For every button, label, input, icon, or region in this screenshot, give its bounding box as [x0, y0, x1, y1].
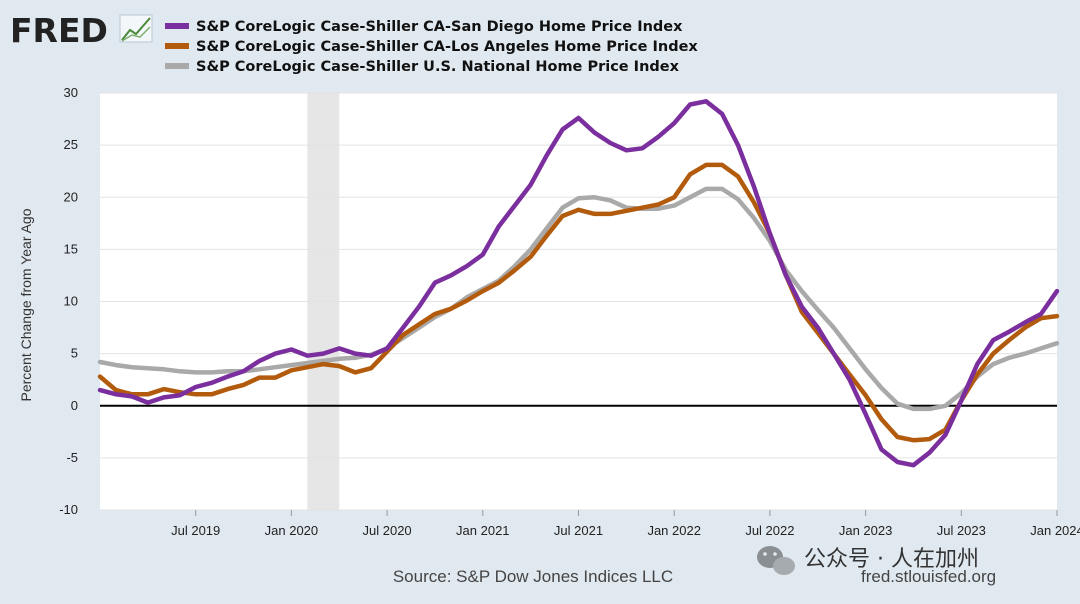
legend-entry: S&P CoreLogic Case-Shiller CA-San Diego …: [196, 19, 683, 35]
watermark-text: 公众号 · 人在加州: [804, 547, 979, 572]
series-line-2: [97, 162, 1060, 443]
x-tick-label: Jan 2020: [265, 523, 319, 538]
y-tick-label: 20: [64, 189, 78, 204]
y-tick-label: 30: [64, 85, 78, 100]
series-layer: [97, 99, 1060, 468]
y-tick-label: -5: [66, 450, 78, 465]
x-tick-label: Jul 2020: [363, 523, 412, 538]
wechat-icon: [757, 546, 795, 575]
y-tick-label: 25: [64, 137, 78, 152]
fred-logo[interactable]: FRED: [10, 11, 153, 50]
fred-chart-icon: [119, 14, 153, 43]
y-axis: 30 25 20 15 10 5 0 -5 -10: [59, 85, 78, 517]
y-tick-label: 15: [64, 241, 78, 256]
fred-logo-text: FRED: [10, 11, 108, 50]
x-tick-label: Jul 2019: [171, 523, 220, 538]
legend-entry: S&P CoreLogic Case-Shiller U.S. National…: [196, 59, 680, 75]
x-tick-label: Jul 2023: [937, 523, 986, 538]
x-tick-label: Jan 2023: [839, 523, 893, 538]
series-line-3: [97, 186, 1060, 412]
source-note: Source: S&P Dow Jones Indices LLC: [393, 567, 673, 586]
fred-site-link[interactable]: fred.stlouisfed.org: [861, 567, 996, 586]
watermark: 公众号 · 人在加州: [757, 546, 979, 575]
y-tick-label: 5: [71, 346, 78, 361]
x-tick-label: Jul 2022: [745, 523, 794, 538]
series-line-1: [97, 99, 1060, 468]
y-axis-label: Percent Change from Year Ago: [18, 208, 34, 401]
plot-area: [97, 92, 1060, 511]
y-tick-label: -10: [59, 502, 78, 517]
x-tick-label: Jan 2021: [456, 523, 510, 538]
x-tick-label: Jul 2021: [554, 523, 603, 538]
legend-entry: S&P CoreLogic Case-Shiller CA-Los Angele…: [196, 39, 698, 55]
x-tick-label: Jan 2022: [647, 523, 701, 538]
y-tick-label: 10: [64, 294, 78, 309]
gridlines: [100, 92, 1057, 511]
legend: S&P CoreLogic Case-Shiller CA-San Diego …: [165, 19, 698, 75]
x-tick-label: Jan 2024: [1030, 523, 1080, 538]
y-tick-label: 0: [71, 398, 78, 413]
x-axis: Jul 2019 Jan 2020 Jul 2020 Jan 2021 Jul 2021…: [171, 510, 1080, 538]
